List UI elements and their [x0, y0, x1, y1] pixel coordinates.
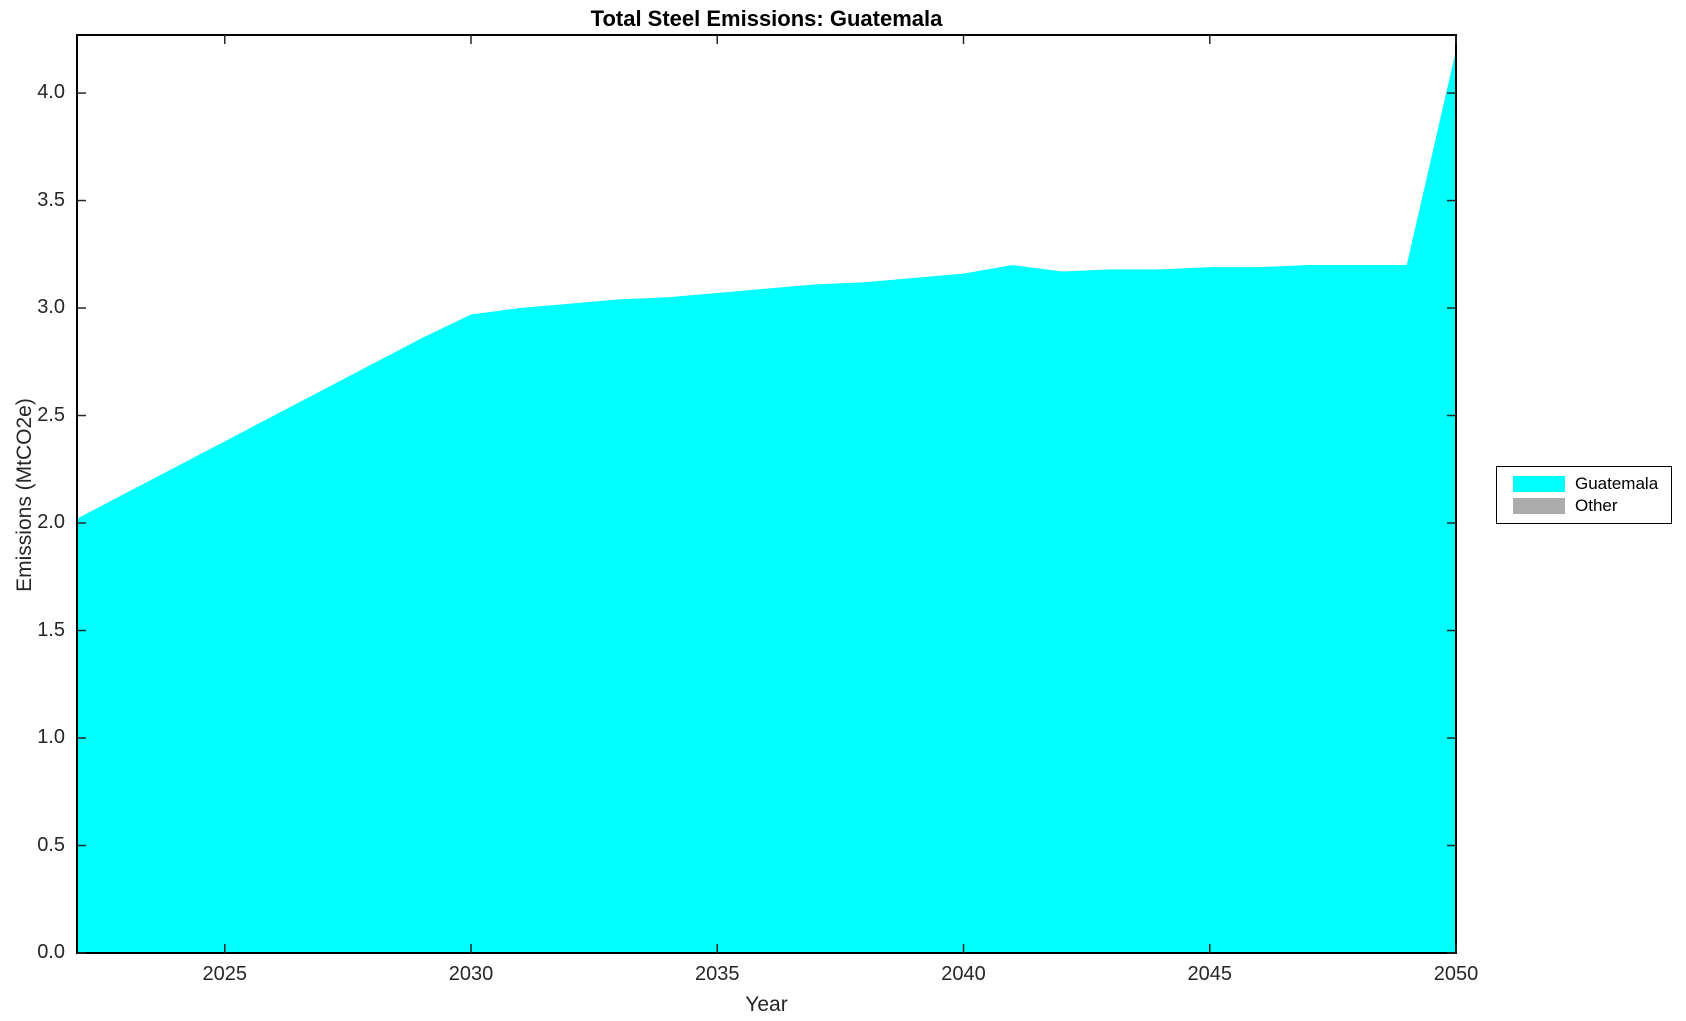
y-tick-label: 3.0: [37, 296, 65, 319]
x-tick-label: 2025: [202, 963, 248, 985]
y-tick-label: 1.5: [37, 618, 65, 641]
x-tick-label: 2050: [1433, 963, 1479, 985]
y-tick-label: 0.5: [37, 833, 65, 856]
chart-title: Total Steel Emissions: Guatemala: [590, 6, 943, 31]
y-tick-label: 4.0: [37, 81, 65, 104]
y-tick-label: 3.5: [37, 188, 65, 211]
legend-item-other: Other: [1513, 497, 1671, 515]
legend-item-guatemala: Guatemala: [1513, 475, 1671, 493]
area-series-guatemala: [77, 50, 1456, 953]
x-tick-label: 2040: [941, 963, 986, 985]
y-tick-label: 1.0: [37, 726, 65, 748]
y-tick-label: 2.5: [37, 403, 65, 426]
legend-label: Other: [1575, 496, 1618, 515]
y-tick-label: 0.0: [37, 941, 65, 963]
x-tick-label: 2035: [695, 963, 740, 985]
axes-box: [76, 34, 1457, 954]
legend: Guatemala Other: [1496, 466, 1672, 524]
other-swatch: [1513, 498, 1565, 514]
y-tick-label: 2.0: [37, 511, 65, 534]
x-axis-label: Year: [745, 993, 788, 1016]
guatemala-swatch: [1513, 476, 1565, 492]
x-tick-label: 2045: [1187, 963, 1233, 985]
legend-label: Guatemala: [1575, 474, 1659, 493]
x-tick-label: 2030: [448, 963, 494, 985]
